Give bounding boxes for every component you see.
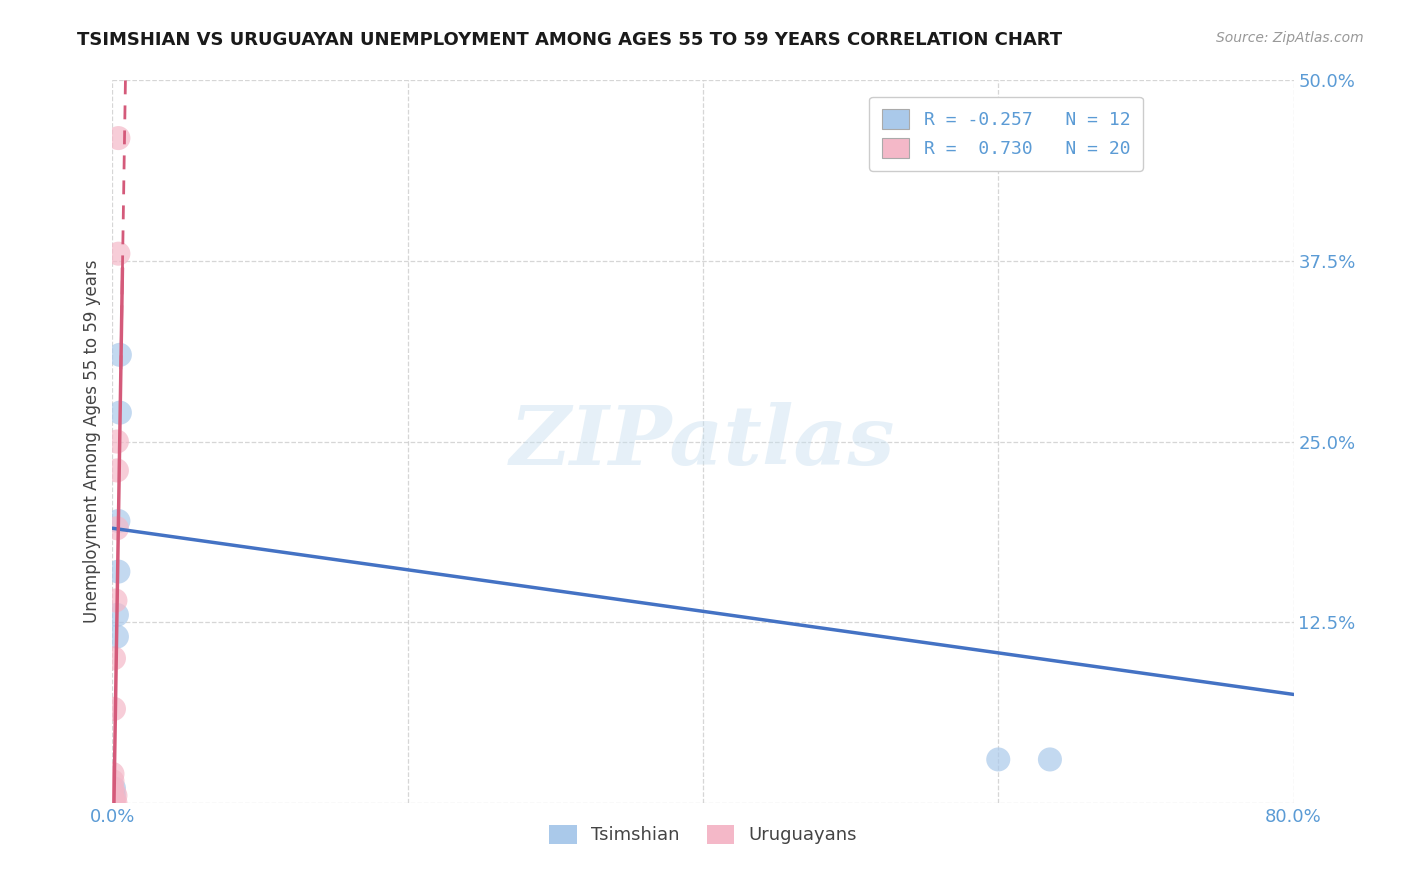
Point [101, 781, 124, 796]
Text: Source: ZipAtlas.com: Source: ZipAtlas.com [1216, 31, 1364, 45]
Point [101, 796, 124, 810]
Point [103, 796, 125, 810]
Point [107, 131, 129, 145]
Point [101, 774, 124, 789]
Point [104, 593, 127, 607]
Text: TSIMSHIAN VS URUGUAYAN UNEMPLOYMENT AMONG AGES 55 TO 59 YEARS CORRELATION CHART: TSIMSHIAN VS URUGUAYAN UNEMPLOYMENT AMON… [77, 31, 1063, 49]
Point [101, 796, 124, 810]
Point [103, 781, 125, 796]
Point [101, 796, 124, 810]
Point [987, 752, 1010, 766]
Point [101, 796, 124, 810]
Point [103, 702, 125, 716]
Point [104, 796, 127, 810]
Text: ZIPatlas: ZIPatlas [510, 401, 896, 482]
Point [101, 767, 124, 781]
Point [108, 348, 131, 362]
Point [105, 463, 128, 477]
Point [107, 246, 129, 260]
Point [108, 406, 131, 420]
Legend: Tsimshian, Uruguayans: Tsimshian, Uruguayans [543, 818, 863, 852]
Point [103, 789, 125, 803]
Point [105, 521, 128, 535]
Point [107, 514, 129, 528]
Point [105, 434, 128, 449]
Point [1039, 752, 1062, 766]
Point [103, 651, 125, 665]
Point [107, 565, 129, 579]
Point [101, 791, 124, 805]
Point [101, 796, 124, 810]
Point [101, 789, 124, 803]
Point [105, 607, 128, 622]
Point [104, 789, 127, 803]
Point [105, 630, 128, 644]
Point [101, 796, 124, 810]
Y-axis label: Unemployment Among Ages 55 to 59 years: Unemployment Among Ages 55 to 59 years [83, 260, 101, 624]
